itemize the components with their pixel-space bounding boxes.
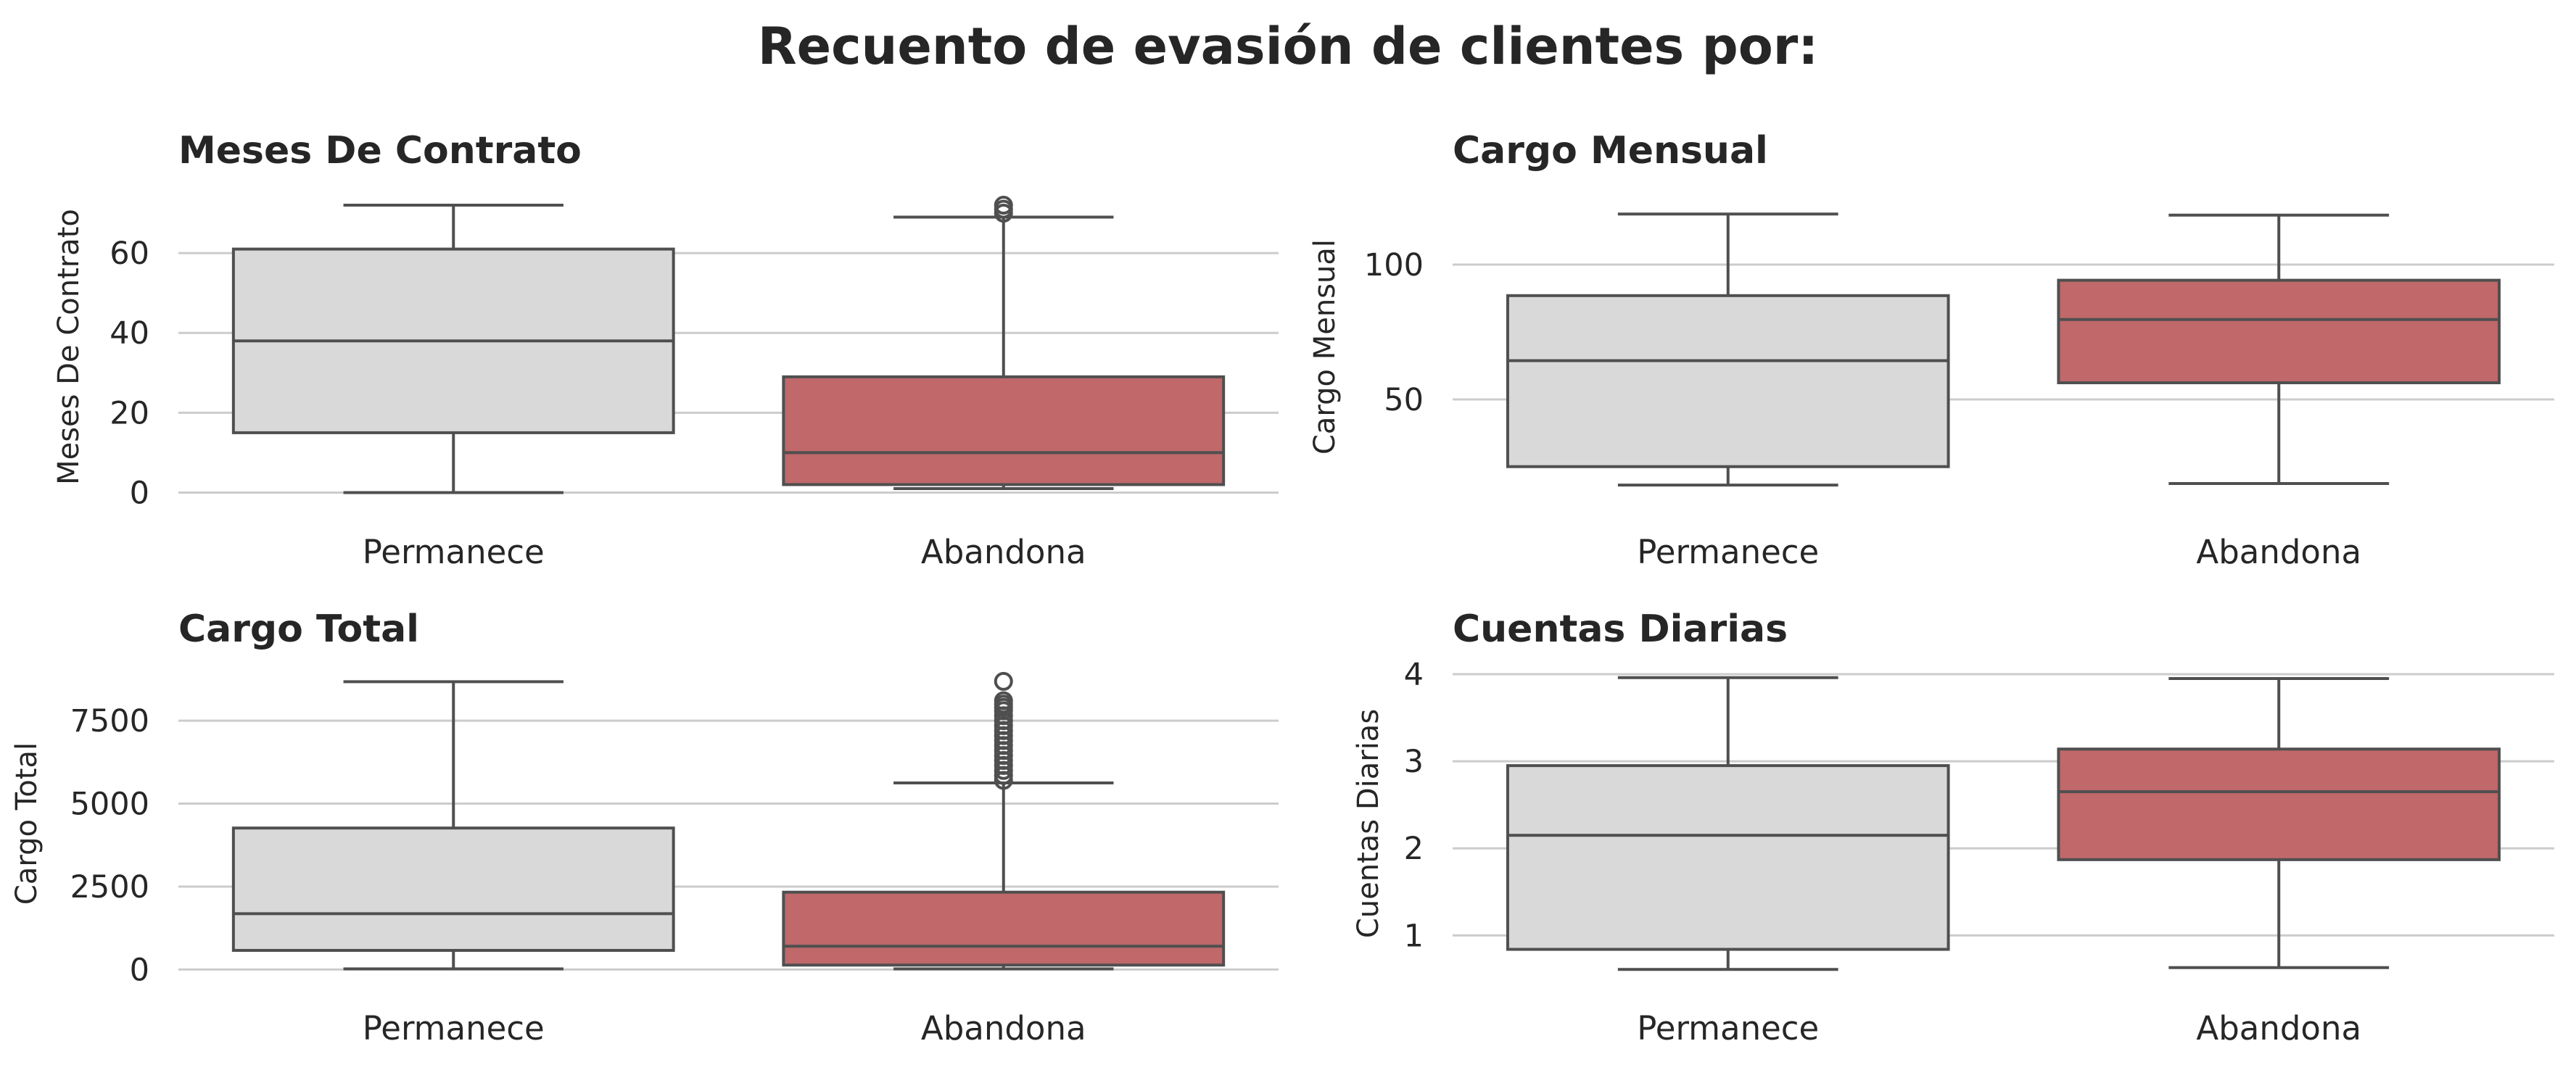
iqr-box [782,375,1226,486]
panel-title: Meses De Contrato [178,129,582,173]
iqr-box [1506,764,1950,951]
y-tick-label: 60 [110,236,149,272]
box-abandona [2057,213,2501,485]
x-tick-label: Abandona [2196,533,2361,571]
outlier-point [994,691,1013,710]
iqr-box [2057,747,2501,861]
iqr-box [782,890,1226,967]
figure-title: Recuento de evasión de clientes por: [758,17,1819,76]
box-permanece [1506,212,1950,487]
box-abandona [2057,677,2501,969]
y-tick-label: 2500 [70,869,149,905]
y-axis-label: Cargo Mensual [1308,239,1342,455]
y-tick-label: 1 [1404,918,1424,954]
y-tick-label: 20 [110,395,149,431]
outlier-point [994,671,1013,691]
y-tick-label: 5000 [70,787,149,823]
y-tick-label: 4 [1404,657,1424,693]
y-tick-label: 3 [1404,744,1424,780]
panel-2: Cargo Mensual Cargo Mensual 50 100 Permanece… [1308,129,2554,571]
x-tick-label: Permanece [1637,1009,1819,1048]
iqr-box [1506,294,1950,468]
x-tick-label: Abandona [2196,1009,2361,1048]
box-permanece [231,204,675,494]
iqr-box [2057,278,2501,384]
y-tick-label: 50 [1384,382,1424,418]
iqr-box [231,826,675,953]
panel-1: Meses De Contrato Meses De Contrato 0 20 40 6… [52,129,1279,571]
x-tick-label: Abandona [921,1009,1086,1048]
y-tick-label: 7500 [70,703,149,739]
x-tick-label: Permanece [363,1009,545,1048]
y-tick-label: 40 [110,315,149,352]
x-tick-label: Permanece [363,533,545,571]
box-abandona [782,671,1226,971]
y-tick-label: 100 [1364,247,1424,283]
y-tick-label: 2 [1404,831,1424,867]
x-tick-label: Permanece [1637,533,1819,571]
box-permanece [231,680,675,971]
y-axis-label: Cuentas Diarias [1352,709,1385,938]
panel-title: Cargo Total [178,607,419,651]
panel-4: Cuentas Diarias Cuentas Diarias 1 2 3 4 Perman… [1352,607,2554,1048]
panel-title: Cuentas Diarias [1453,607,1788,651]
box-permanece [1506,676,1950,971]
panel-title: Cargo Mensual [1453,129,1768,173]
box-abandona [782,196,1226,490]
y-axis-label: Cargo Total [10,742,44,905]
y-tick-label: 0 [130,952,149,988]
panel-3: Cargo Total Cargo Total 0 2500 5000 7500 Perma… [10,607,1279,1048]
x-tick-label: Abandona [921,533,1086,571]
y-axis-label: Meses De Contrato [52,209,86,485]
y-tick-label: 0 [130,475,149,511]
outlier-point [994,196,1013,215]
